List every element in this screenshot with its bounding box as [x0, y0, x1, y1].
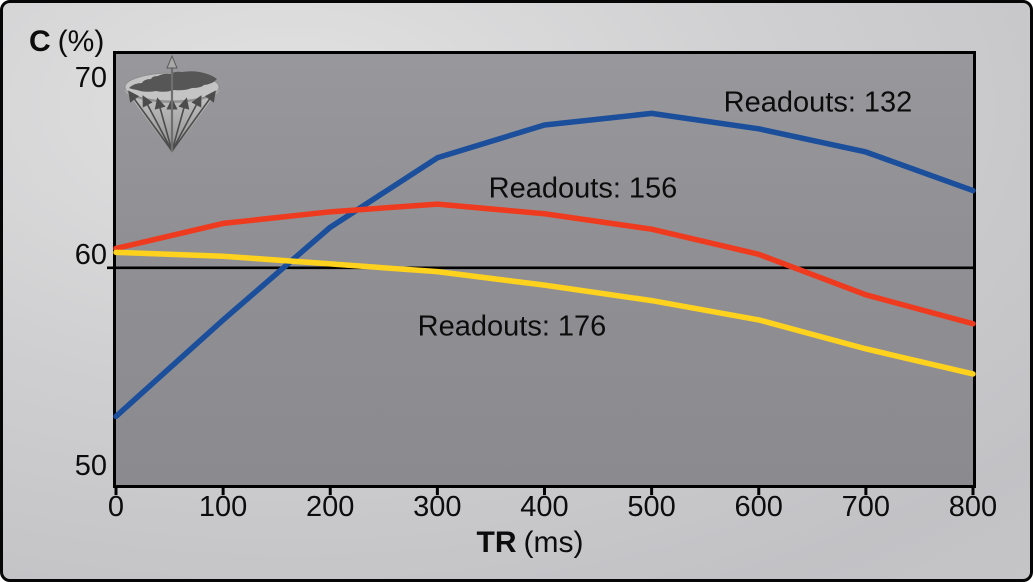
series-label-readouts-156: Readouts: 156 [488, 172, 678, 205]
plot-area [107, 51, 976, 495]
x-tick-label-700: 700 [841, 491, 891, 523]
y-axis-title: C (%) [29, 25, 104, 59]
series-label-readouts-176: Readouts: 176 [417, 310, 607, 343]
series-line-156 [113, 201, 976, 327]
chart-svg [107, 110, 976, 495]
y-tick-label-50: 50 [74, 450, 107, 482]
x-axis-title: TR (ms) [477, 526, 584, 560]
x-axis-title-unit: (ms) [523, 526, 584, 559]
vertical-axis-arrow [166, 54, 178, 151]
x-tick-label-200: 200 [306, 491, 355, 523]
series-line-132 [113, 110, 976, 420]
series-label-readouts-132: Readouts: 132 [723, 86, 913, 119]
y-tick-label-70: 70 [74, 62, 107, 94]
x-axis-title-symbol: TR [476, 526, 517, 559]
y-axis-title-symbol: C [29, 25, 51, 58]
x-tick-label-800: 800 [948, 491, 998, 523]
x-tick-label-400: 400 [520, 491, 569, 523]
radial-trajectories-globe-icon [124, 54, 220, 154]
y-tick-label-60: 60 [74, 239, 107, 271]
x-tick-label-600: 600 [734, 491, 783, 523]
y-axis-title-unit: (%) [57, 25, 105, 58]
x-tick-label-300: 300 [413, 491, 462, 523]
series-line-176 [113, 249, 976, 377]
x-tick-label-0: 0 [107, 491, 125, 523]
x-tick-label-100: 100 [198, 491, 248, 523]
x-tick-label-500: 500 [627, 491, 676, 523]
